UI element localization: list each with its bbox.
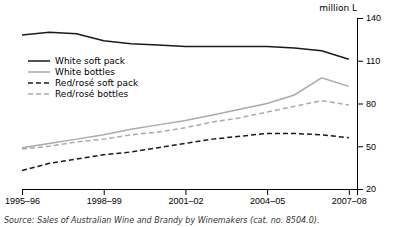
y-tick-mark — [357, 61, 363, 62]
plot-area: 1995–96 1998–99 2001–02 2004–05 2007–08 20 50 8… — [5, 3, 381, 206]
x-tick-mark — [267, 189, 268, 195]
legend-item: Red/rosé soft pack — [28, 78, 139, 88]
x-tick: 2001–02 — [168, 189, 203, 206]
y-tick-mark — [357, 18, 363, 19]
series-line — [22, 133, 349, 170]
y-tick: 20 — [357, 184, 376, 194]
lines — [22, 32, 349, 170]
legend-label: Red/rosé bottles — [55, 89, 129, 99]
legend-label: White bottles — [55, 67, 115, 77]
legend-swatch — [28, 82, 50, 84]
legend: White soft packWhite bottlesRed/rosé sof… — [28, 56, 139, 99]
y-tick-label: 140 — [366, 13, 381, 23]
legend-swatch — [28, 60, 50, 62]
x-tick: 1998–99 — [87, 189, 122, 206]
x-tick: 2007–08 — [332, 189, 367, 206]
x-tick-mark — [349, 189, 350, 195]
x-tick-label: 1998–99 — [87, 196, 122, 206]
x-tick: 1995–96 — [5, 189, 40, 206]
y-tick-mark — [357, 104, 363, 105]
y-tick: 50 — [357, 142, 376, 152]
legend-item: White bottles — [28, 67, 115, 77]
x-axis: 1995–96 1998–99 2001–02 2004–05 2007–08 — [5, 189, 367, 206]
y-axis-title: million L — [319, 3, 357, 13]
legend-swatch — [28, 71, 50, 73]
x-tick-mark — [185, 189, 186, 195]
x-tick-mark — [104, 189, 105, 195]
y-axis-line — [358, 19, 364, 190]
legend-item: White soft pack — [28, 56, 126, 66]
x-tick-label: 2007–08 — [332, 196, 367, 206]
source-note: Source: Sales of Australian Wine and Bra… — [4, 216, 319, 225]
y-tick-mark — [357, 146, 363, 147]
y-tick-mark — [357, 189, 363, 190]
series-line — [22, 78, 349, 148]
y-tick-label: 20 — [366, 184, 376, 194]
legend-swatch — [28, 93, 50, 95]
legend-label: Red/rosé soft pack — [55, 78, 139, 88]
x-tick-label: 1995–96 — [5, 196, 40, 206]
legend-item: Red/rosé bottles — [28, 89, 129, 99]
y-axis: 20 50 80 110 140 — [357, 13, 381, 194]
legend-label: White soft pack — [55, 56, 126, 66]
x-tick: 2004–05 — [250, 189, 285, 206]
y-tick: 80 — [357, 99, 376, 109]
x-tick-label: 2004–05 — [250, 196, 285, 206]
y-tick: 110 — [357, 56, 380, 66]
x-tick-mark — [22, 189, 23, 195]
series-line — [22, 101, 349, 149]
y-tick-label: 80 — [366, 99, 376, 109]
y-tick-label: 50 — [366, 142, 376, 152]
chart: 1995–96 1998–99 2001–02 2004–05 2007–08 20 50 8… — [0, 0, 397, 227]
x-axis-line — [23, 190, 358, 196]
x-tick-label: 2001–02 — [168, 196, 203, 206]
y-tick: 140 — [357, 13, 381, 23]
y-tick-label: 110 — [366, 56, 380, 66]
